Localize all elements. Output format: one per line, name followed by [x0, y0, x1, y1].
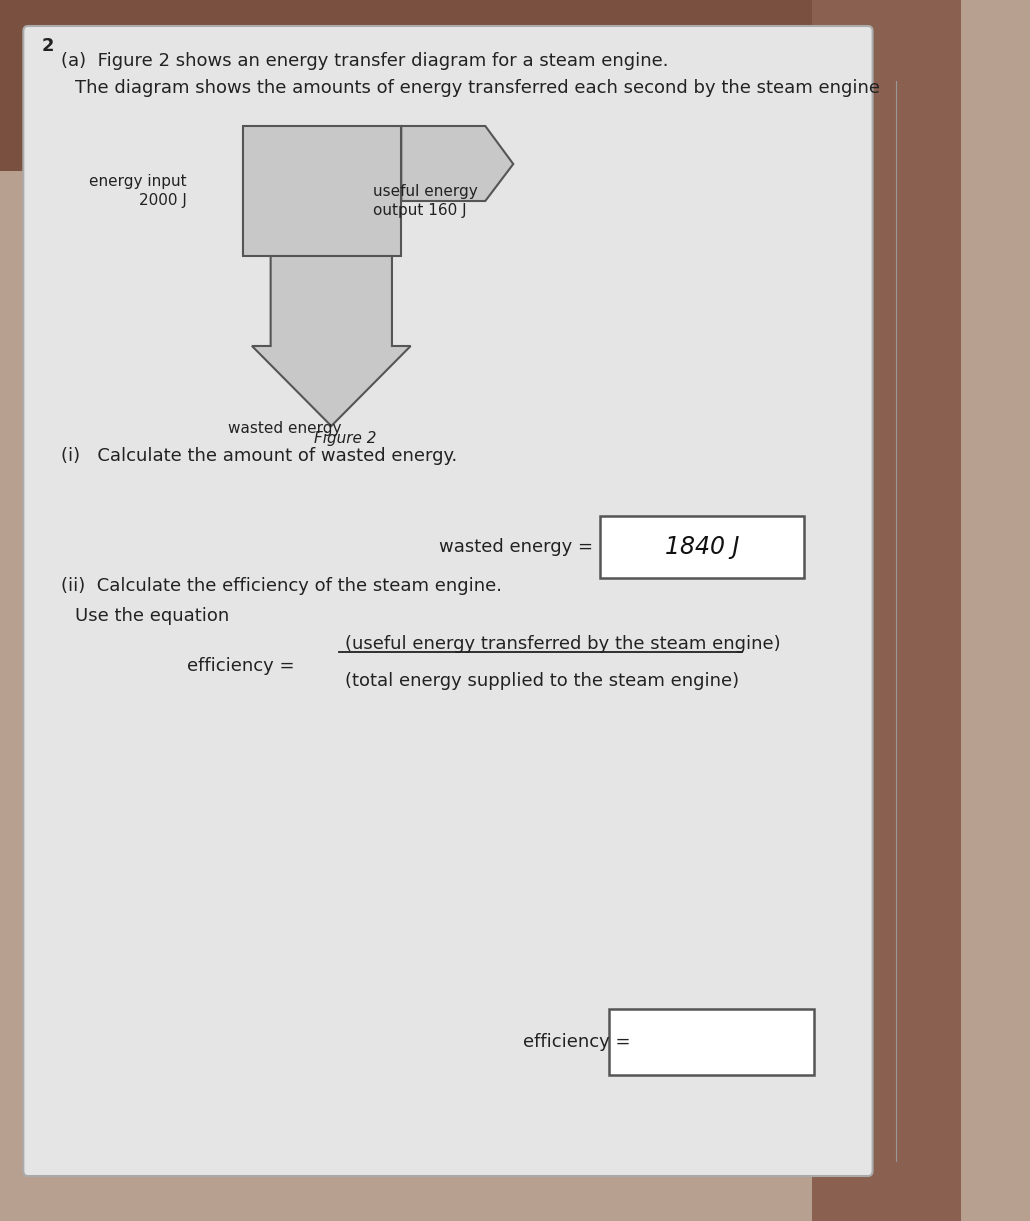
Text: efficiency =: efficiency =: [186, 657, 300, 675]
Polygon shape: [243, 126, 402, 256]
Text: wasted energy: wasted energy: [228, 421, 341, 436]
Polygon shape: [402, 126, 513, 201]
Text: Use the equation: Use the equation: [74, 607, 229, 625]
Bar: [812, 0, 961, 1221]
Text: (useful energy transferred by the steam engine): (useful energy transferred by the steam …: [345, 635, 781, 653]
FancyBboxPatch shape: [610, 1009, 814, 1074]
Text: 1840 J: 1840 J: [664, 535, 740, 559]
Text: (total energy supplied to the steam engine): (total energy supplied to the steam engi…: [345, 672, 740, 690]
Polygon shape: [252, 256, 411, 426]
Text: (i)   Calculate the amount of wasted energy.: (i) Calculate the amount of wasted energ…: [61, 447, 457, 465]
Text: (a)  Figure 2 shows an energy transfer diagram for a steam engine.: (a) Figure 2 shows an energy transfer di…: [61, 53, 668, 70]
Text: Figure 2: Figure 2: [314, 431, 377, 446]
Text: efficiency =: efficiency =: [522, 1033, 630, 1051]
Text: useful energy
output 160 J: useful energy output 160 J: [373, 183, 478, 219]
Text: The diagram shows the amounts of energy transferred each second by the steam eng: The diagram shows the amounts of energy …: [74, 79, 880, 96]
Text: 2: 2: [42, 37, 55, 55]
Text: energy input
2000 J: energy input 2000 J: [89, 173, 186, 209]
Bar: [0, 0, 961, 171]
Text: (ii)  Calculate the efficiency of the steam engine.: (ii) Calculate the efficiency of the ste…: [61, 578, 502, 595]
Text: wasted energy =: wasted energy =: [439, 538, 592, 556]
FancyBboxPatch shape: [24, 26, 872, 1176]
FancyBboxPatch shape: [600, 516, 804, 578]
